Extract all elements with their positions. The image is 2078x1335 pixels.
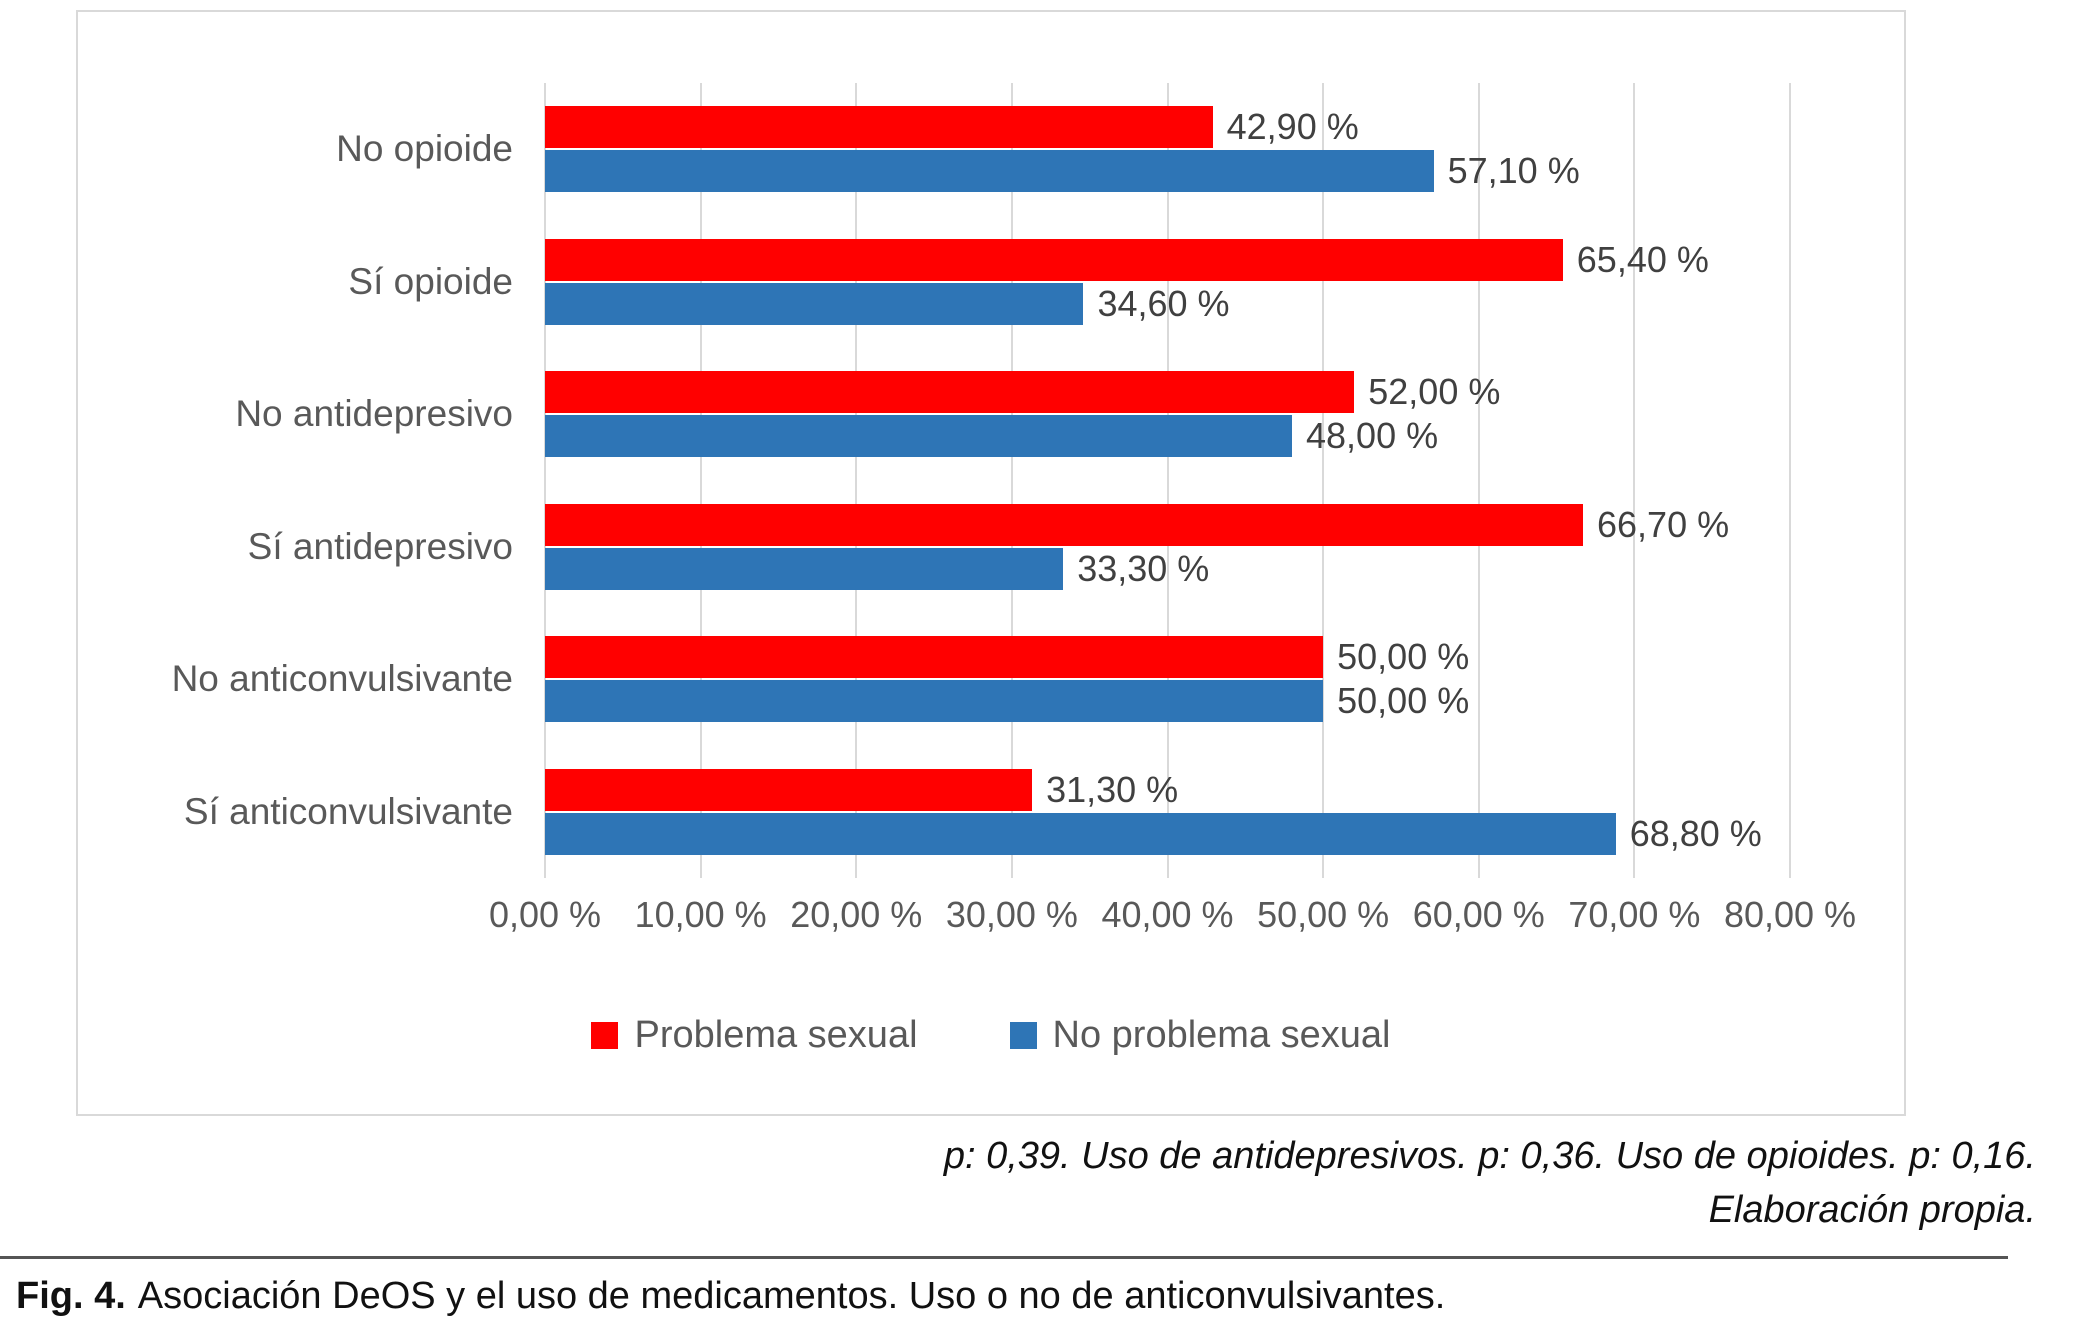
legend-item: Problema sexual (591, 1014, 918, 1057)
x-axis-tick-label: 40,00 % (1101, 894, 1234, 935)
bar-group: No antidepresivo 52,00 % 48,00 % (96, 348, 1790, 481)
bar-group: No opioide 42,90 % 57,10 % (96, 83, 1790, 216)
bar-problema-sexual (545, 238, 1563, 281)
bar-problema-sexual (545, 371, 1355, 414)
bar-group: Sí antidepresivo 66,70 % 33,30 % (96, 481, 1790, 614)
bar-group: Sí opioide 65,40 % 34,60 % (96, 216, 1790, 349)
bars-area: 52,00 % 48,00 % (545, 348, 1790, 481)
value-label: 48,00 % (1306, 415, 1439, 457)
chart-box: No opioide 42,90 % 57,10 % Sí opioide 65,40 … (76, 10, 1906, 1116)
gridline (1477, 83, 1480, 878)
x-axis: 0,00 % 10,00 % 20,00 % 30,00 % 40,00 % 50,00 … (489, 894, 1856, 940)
bar-no-problema-sexual (545, 812, 1616, 855)
legend: Problema sexual No problema sexual (78, 1014, 1904, 1057)
legend-item: No problema sexual (1009, 1014, 1391, 1057)
value-label: 34,60 % (1097, 282, 1230, 324)
category-label: No anticonvulsivante (171, 658, 513, 700)
x-axis-tick-label: 80,00 % (1723, 894, 1857, 935)
bars-area: 42,90 % 57,10 % (545, 83, 1790, 216)
gridline (1322, 83, 1325, 878)
bar-no-problema-sexual (545, 415, 1292, 458)
bar-group: No anticonvulsivante 50,00 % 50,00 % (96, 613, 1790, 746)
gridlines (544, 83, 1791, 878)
value-label: 68,80 % (1629, 812, 1762, 854)
x-axis-tick-label: 0,00 % (488, 894, 602, 935)
figure-caption: Fig. 4. Asociación DeOS y el uso de medic… (0, 1256, 2008, 1318)
value-label: 50,00 % (1337, 680, 1470, 722)
bar-no-problema-sexual (545, 150, 1434, 193)
x-axis-tick-label: 30,00 % (945, 894, 1078, 935)
bars-area: 65,40 % 34,60 % (545, 216, 1790, 349)
figure-number: Fig. 4. (16, 1275, 126, 1317)
gridline (855, 83, 858, 878)
category-label: Sí anticonvulsivante (183, 790, 513, 832)
category-label: No antidepresivo (235, 393, 513, 435)
x-axis-tick-label: 20,00 % (790, 894, 923, 935)
bar-problema-sexual (545, 636, 1324, 679)
legend-swatch (1009, 1022, 1037, 1049)
x-axis-tick-label: 10,00 % (634, 894, 767, 935)
gridline (1010, 83, 1013, 878)
footnote-line-2: Elaboración propia. (1708, 1188, 2036, 1231)
legend-label: No problema sexual (1052, 1014, 1391, 1056)
gridline (544, 83, 546, 878)
value-label: 33,30 % (1077, 547, 1210, 589)
gridline (1633, 83, 1636, 878)
gridline (699, 83, 702, 878)
bar-no-problema-sexual (545, 282, 1084, 325)
footnote-line-1: p: 0,39. Uso de antidepresivos. p: 0,36.… (943, 1135, 2036, 1177)
value-label: 42,90 % (1226, 106, 1359, 148)
bar-no-problema-sexual (545, 680, 1324, 723)
bar-problema-sexual (545, 768, 1033, 811)
bars-area: 31,30 % 68,80 % (545, 746, 1790, 879)
x-axis-tick-label: 60,00 % (1412, 894, 1545, 935)
gridline (1789, 83, 1791, 878)
bar-groups: No opioide 42,90 % 57,10 % Sí opioide 65,40 … (96, 83, 1790, 878)
bar-no-problema-sexual (545, 547, 1064, 590)
legend-label: Problema sexual (634, 1014, 918, 1056)
value-label: 50,00 % (1337, 636, 1470, 678)
gridline (1166, 83, 1169, 878)
bars-area: 50,00 % 50,00 % (545, 613, 1790, 746)
bar-problema-sexual (545, 503, 1584, 546)
legend-swatch (591, 1022, 619, 1049)
category-label: Sí antidepresivo (247, 525, 513, 567)
category-label: No opioide (336, 128, 513, 170)
figure-caption-text: Asociación DeOS y el uso de medicamentos… (137, 1275, 1446, 1317)
bar-group: Sí anticonvulsivante 31,30 % 68,80 % (96, 746, 1790, 879)
bar-problema-sexual (545, 106, 1213, 149)
value-label: 31,30 % (1046, 768, 1179, 810)
bars-area: 66,70 % 33,30 % (545, 481, 1790, 614)
value-label: 57,10 % (1447, 150, 1580, 192)
footnote: p: 0,39. Uso de antidepresivos. p: 0,36.… (944, 1130, 2036, 1238)
category-label: Sí opioide (348, 260, 513, 302)
value-label: 66,70 % (1597, 503, 1730, 545)
x-axis-tick-label: 70,00 % (1568, 894, 1701, 935)
x-axis-tick-label: 50,00 % (1257, 894, 1390, 935)
value-label: 52,00 % (1368, 371, 1501, 413)
value-label: 65,40 % (1576, 238, 1709, 280)
